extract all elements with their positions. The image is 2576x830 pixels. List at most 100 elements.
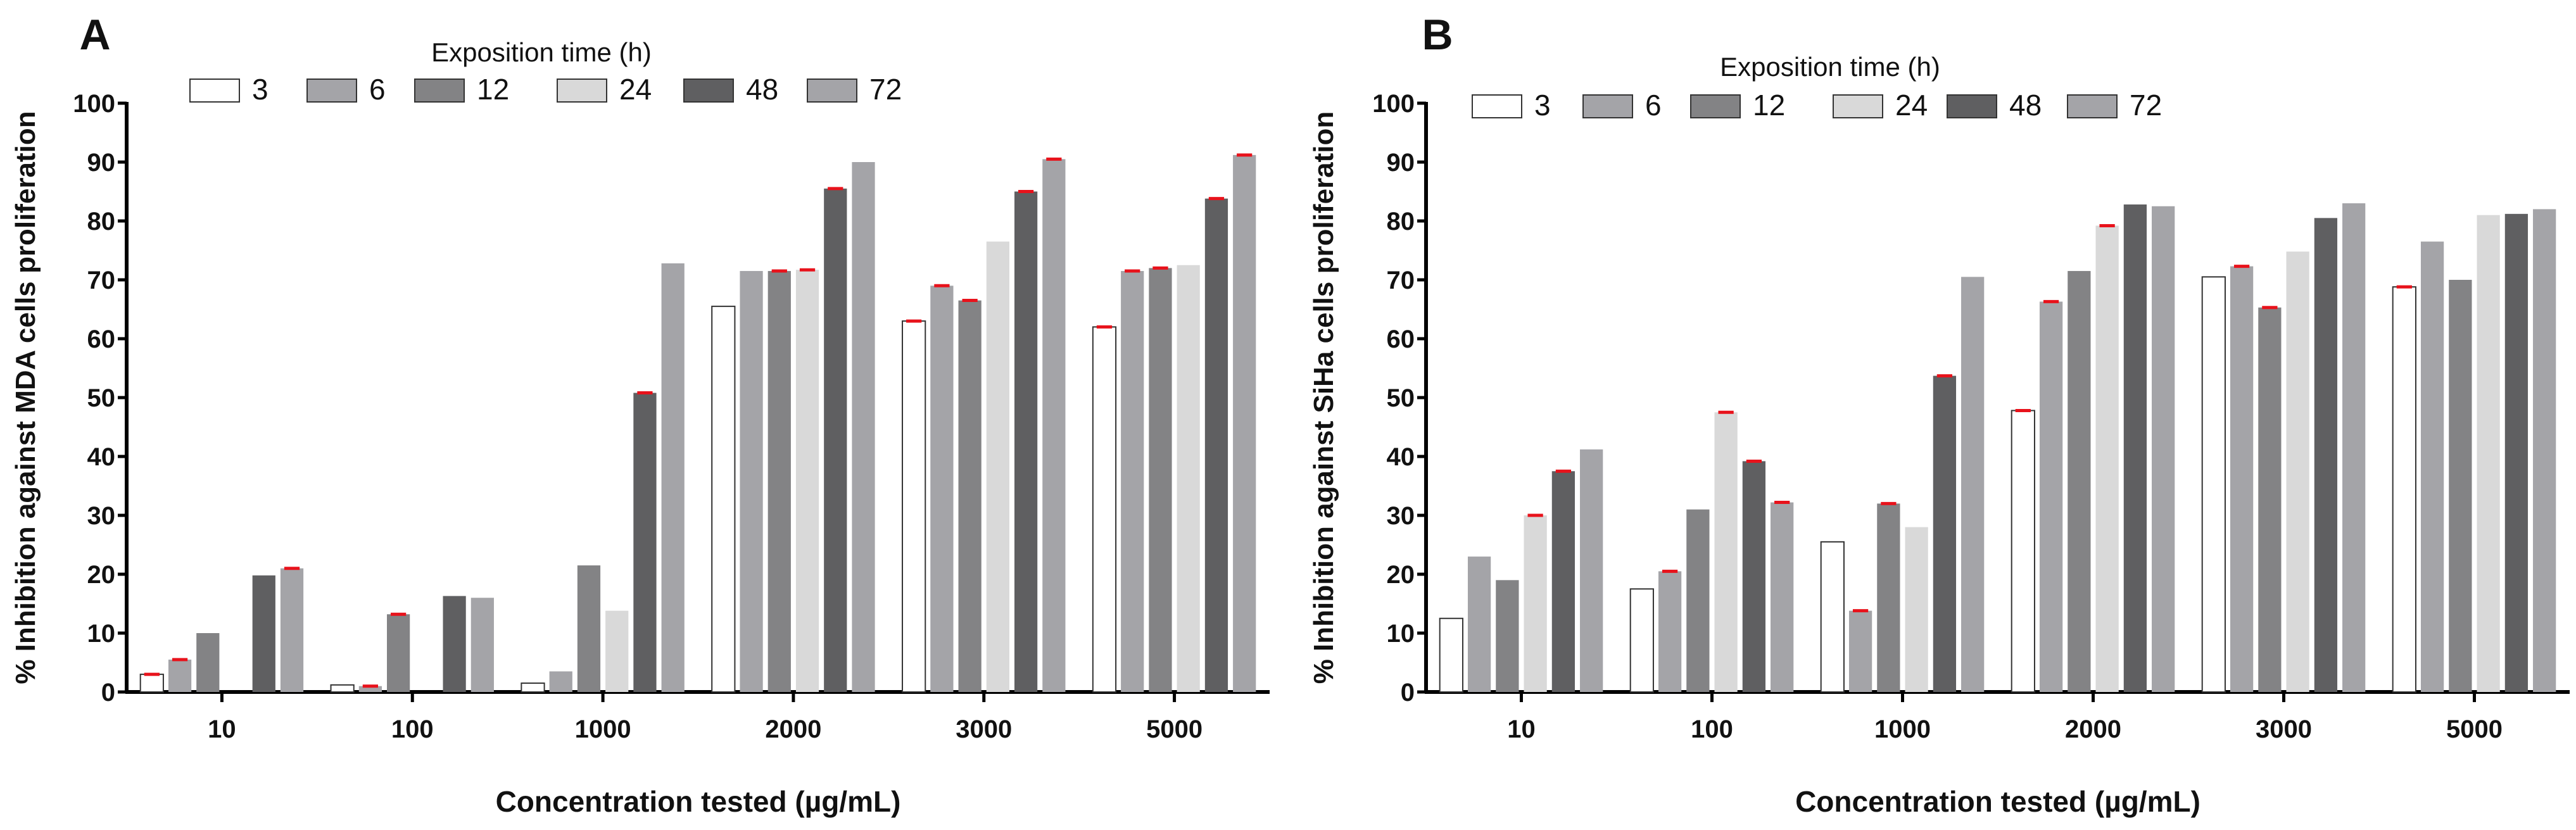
bar-24h-1000 (605, 610, 629, 692)
bar-72h-10 (1580, 449, 1603, 692)
bar-24h-10 (1524, 515, 1547, 692)
legend-swatch-12 (1690, 94, 1741, 118)
legend-swatch-24 (1833, 94, 1883, 118)
legend-title: Exposition time (h) (431, 37, 652, 67)
legend-label-72: 72 (2130, 89, 2162, 122)
y-tick-label: 80 (87, 208, 116, 236)
bar-72h-3000 (2342, 203, 2366, 693)
bar-6h-1000 (1848, 610, 1872, 692)
panel-label: A (79, 11, 110, 59)
legend-swatch-72 (807, 79, 857, 103)
bar-72h-100 (1771, 502, 1794, 692)
bar-24h-2000 (2095, 225, 2119, 692)
bar-24h-2000 (795, 270, 819, 692)
bar-12h-10 (196, 633, 220, 692)
bar-3h-2000 (2011, 410, 2035, 693)
y-tick-label: 0 (1401, 679, 1415, 707)
bar-12h-3000 (958, 300, 982, 692)
bar-6h-2000 (740, 271, 763, 692)
bar-3h-100 (1629, 588, 1654, 693)
legend-swatch-6 (306, 79, 357, 103)
bar-72h-3000 (1042, 159, 1066, 693)
y-tick-label: 30 (87, 502, 116, 530)
bar-6h-100 (358, 686, 382, 692)
bar-3h-5000 (1092, 326, 1117, 693)
bar-48h-100 (443, 596, 466, 692)
legend-swatch-3 (189, 79, 240, 103)
bar-72h-100 (470, 598, 494, 692)
bar-72h-5000 (2533, 209, 2556, 692)
y-tick-label: 100 (1372, 90, 1415, 118)
bar-3h-1000 (521, 682, 545, 693)
x-axis-title: Concentration tested (µg/mL) (496, 785, 901, 818)
bar-6h-3000 (930, 286, 954, 692)
bar-6h-100 (1658, 571, 1682, 692)
legend-label-12: 12 (1753, 89, 1785, 122)
legend-swatch-12 (414, 79, 465, 103)
bar-12h-5000 (1149, 268, 1172, 692)
bar-12h-10 (1496, 580, 1519, 692)
bar-48h-5000 (2504, 213, 2529, 693)
bar-24h-5000 (1177, 265, 1200, 692)
legend-label-24: 24 (1895, 89, 1928, 122)
bar-48h-1000 (633, 393, 657, 692)
bar-48h-1000 (1933, 375, 1957, 692)
bar-3h-1000 (1820, 541, 1845, 693)
x-tick-label: 100 (1691, 715, 1733, 743)
bar-48h-5000 (1204, 198, 1228, 692)
x-tick-label: 1000 (575, 715, 631, 743)
y-tick-label: 0 (101, 679, 115, 707)
bar-24h-5000 (2477, 215, 2500, 692)
bar-3h-100 (330, 684, 355, 693)
bar-6h-1000 (549, 671, 572, 692)
bar-6h-10 (1467, 556, 1491, 692)
y-tick-label: 20 (87, 561, 116, 589)
bar-12h-3000 (2258, 307, 2282, 693)
y-tick-label: 20 (1387, 561, 1415, 589)
legend-label-48: 48 (746, 73, 778, 106)
y-axis-title: % Inhibition against SiHa cells prolifer… (1308, 111, 1339, 684)
legend-swatch-6 (1582, 94, 1633, 118)
legend-swatch-48 (1947, 94, 1997, 118)
legend-label-6: 6 (1645, 89, 1662, 122)
bar-24h-3000 (986, 241, 1009, 692)
y-tick-label: 40 (87, 443, 116, 471)
bar-48h-100 (1742, 461, 1766, 692)
y-tick-label: 70 (87, 267, 116, 294)
x-tick-label: 10 (1507, 715, 1536, 743)
bar-24h-100 (1714, 412, 1738, 692)
bar-12h-100 (1686, 509, 1710, 692)
legend-label-3: 3 (1534, 89, 1551, 122)
y-tick-label: 60 (1387, 325, 1415, 353)
y-tick-label: 70 (1387, 267, 1415, 294)
y-tick-label: 90 (87, 149, 116, 177)
legend-title: Exposition time (h) (1720, 52, 1940, 82)
bar-48h-3000 (2314, 218, 2338, 693)
bar-72h-1000 (661, 263, 685, 693)
x-tick-label: 100 (391, 715, 434, 743)
x-tick-label: 3000 (2256, 715, 2312, 743)
y-tick-label: 80 (1387, 208, 1415, 236)
bar-3h-3000 (2201, 276, 2226, 693)
x-tick-label: 1000 (1874, 715, 1931, 743)
bar-72h-2000 (852, 162, 875, 692)
y-tick-label: 50 (87, 384, 116, 412)
bar-6h-3000 (2230, 266, 2254, 692)
y-tick-label: 30 (1387, 502, 1415, 530)
y-tick-label: 100 (73, 90, 115, 118)
bar-12h-5000 (2449, 280, 2472, 692)
x-tick-label: 3000 (956, 715, 1012, 743)
x-tick-label: 10 (208, 715, 236, 743)
bar-72h-1000 (1961, 277, 1985, 693)
bar-48h-2000 (2123, 204, 2147, 693)
bar-3h-10 (1439, 617, 1463, 693)
bar-24h-1000 (1905, 527, 1928, 692)
bar-12h-1000 (577, 565, 601, 692)
legend-label-12: 12 (477, 73, 509, 106)
x-axis-title: Concentration tested (µg/mL) (1795, 785, 2200, 818)
bar-6h-5000 (2420, 241, 2444, 692)
y-tick-label: 50 (1387, 384, 1415, 412)
